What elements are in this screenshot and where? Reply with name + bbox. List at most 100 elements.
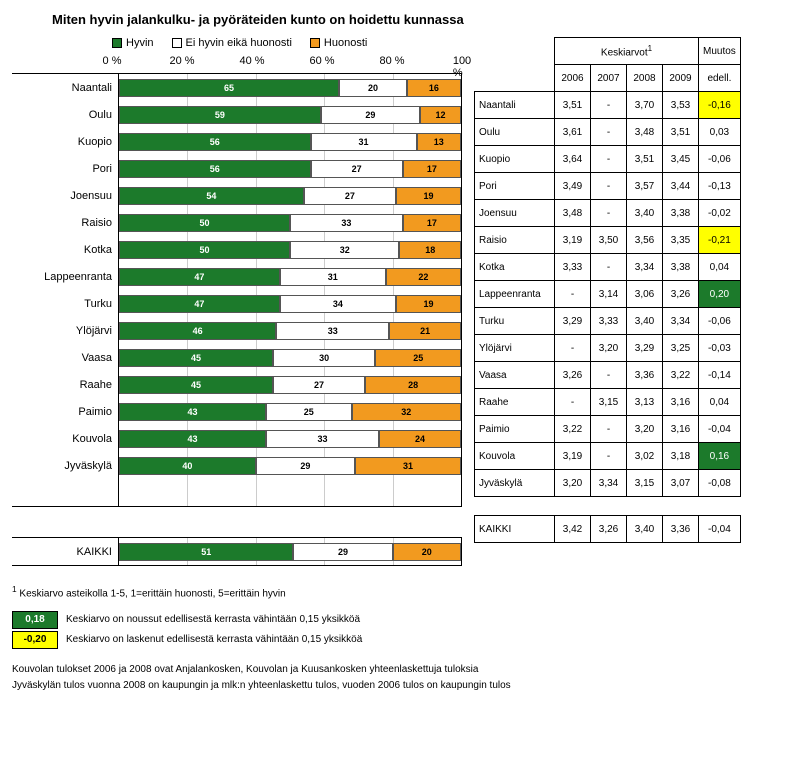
chart-row: Ylöjärvi463321 (12, 317, 462, 344)
axis-ticks: 0 %20 %40 %60 %80 %100 % (112, 55, 462, 73)
axis-tick: 0 % (103, 55, 122, 67)
chart-row (12, 479, 462, 506)
row-label (12, 479, 118, 506)
table-avg-cell: 3,34 (663, 308, 699, 335)
row-bar-cell: 512920 (118, 538, 462, 565)
table-avg-cell: - (591, 146, 627, 173)
bar-segment: 31 (280, 268, 386, 286)
table-avg-cell: 3,40 (627, 516, 663, 543)
table-change-cell: -0,16 (699, 92, 741, 119)
stacked-bar: 512920 (119, 543, 461, 561)
table-avg-cell: - (555, 281, 591, 308)
table-avg-cell: 3,07 (663, 470, 699, 497)
chart-total-row: KAIKKI512920 (12, 537, 462, 566)
table-change-cell: -0,13 (699, 173, 741, 200)
row-bar-cell: 562717 (118, 155, 462, 182)
bar-segment: 29 (256, 457, 355, 475)
table-change-cell: 0,03 (699, 119, 741, 146)
table-change-cell: 0,20 (699, 281, 741, 308)
row-label: Paimio (12, 398, 118, 425)
axis-tick: 60 % (309, 55, 334, 67)
table-row: Paimio3,22-3,203,16-0,04 (475, 416, 741, 443)
row-bar-cell: 563113 (118, 128, 462, 155)
bar-segment: 21 (389, 322, 461, 340)
chart-row: Pori562717 (12, 155, 462, 182)
bar-segment: 54 (119, 187, 304, 205)
chart-row: Raisio503317 (12, 209, 462, 236)
table-avg-cell: - (591, 416, 627, 443)
table-row: Lappeenranta-3,143,063,260,20 (475, 281, 741, 308)
chart-row: Kouvola433324 (12, 425, 462, 452)
legend-item-good: Hyvin (112, 37, 154, 49)
table-avg-cell: 3,34 (627, 254, 663, 281)
row-label: Kuopio (12, 128, 118, 155)
bar-segment: 33 (266, 430, 379, 448)
table-avg-cell: - (555, 389, 591, 416)
bar-segment: 27 (304, 187, 396, 205)
bar-segment: 20 (339, 79, 407, 97)
table-header-averages: Keskiarvot1 (555, 38, 699, 65)
table-change-cell: -0,21 (699, 227, 741, 254)
stacked-bar: 433324 (119, 430, 461, 448)
table-avg-cell: 3,33 (555, 254, 591, 281)
table-cell (475, 38, 555, 65)
table-row: Oulu3,61-3,483,510,03 (475, 119, 741, 146)
table-avg-cell: 3,20 (591, 335, 627, 362)
change-legend-down: -0,20 Keskiarvo on laskenut edellisestä … (12, 631, 786, 649)
table-cell (663, 497, 699, 516)
stacked-bar: 503218 (119, 241, 461, 259)
row-label: Pori (12, 155, 118, 182)
bar-segment: 33 (290, 214, 403, 232)
chart-row: Joensuu542719 (12, 182, 462, 209)
table-avg-cell: 3,15 (627, 470, 663, 497)
bar-segment: 43 (119, 430, 266, 448)
table-avg-cell: 3,19 (555, 443, 591, 470)
bar-segment: 27 (273, 376, 365, 394)
table-change-cell: 0,04 (699, 254, 741, 281)
chart-row: Naantali652016 (12, 74, 462, 101)
table-avg-cell: 3,29 (555, 308, 591, 335)
row-bar-cell: 463321 (118, 317, 462, 344)
stacked-bar: 592912 (119, 106, 461, 124)
table-avg-cell: - (591, 200, 627, 227)
table-change-cell: -0,03 (699, 335, 741, 362)
legend-label: Huonosti (324, 37, 367, 49)
row-label: Turku (12, 290, 118, 317)
row-label: Ylöjärvi (12, 317, 118, 344)
row-bar-cell: 473122 (118, 263, 462, 290)
table-avg-cell: 3,42 (555, 516, 591, 543)
table-row-name: KAIKKI (475, 516, 555, 543)
table-avg-cell: 3,36 (627, 362, 663, 389)
table-avg-cell: 3,16 (663, 416, 699, 443)
table-row: Kotka3,33-3,343,380,04 (475, 254, 741, 281)
bar-segment: 22 (386, 268, 461, 286)
table-avg-cell: 3,53 (663, 92, 699, 119)
chart-legend: Hyvin Ei hyvin eikä huonosti Huonosti (112, 37, 462, 49)
table-row: Pori3,49-3,573,44-0,13 (475, 173, 741, 200)
table-row-name: Lappeenranta (475, 281, 555, 308)
bar-segment: 18 (399, 241, 461, 259)
bar-segment: 19 (396, 187, 461, 205)
table-row-name: Turku (475, 308, 555, 335)
bar-segment: 20 (393, 543, 461, 561)
row-bar-cell: 452728 (118, 371, 462, 398)
bar-segment: 17 (403, 160, 461, 178)
table-cell (475, 65, 555, 92)
table-change-cell: -0,06 (699, 146, 741, 173)
table-row: Turku3,293,333,403,34-0,06 (475, 308, 741, 335)
averages-table: Keskiarvot1Muutos2006200720082009edell.N… (474, 37, 741, 543)
table-avg-cell: - (555, 335, 591, 362)
table-avg-cell: 3,26 (591, 516, 627, 543)
axis-tick: 40 % (239, 55, 264, 67)
table-avg-cell: 3,50 (591, 227, 627, 254)
axis-tick: 80 % (379, 55, 404, 67)
table-avg-cell: 3,26 (555, 362, 591, 389)
table-change-cell: -0,02 (699, 200, 741, 227)
bar-segment: 29 (293, 543, 392, 561)
table-change-cell: -0,04 (699, 416, 741, 443)
table-avg-cell: 3,51 (663, 119, 699, 146)
bar-segment: 31 (355, 457, 461, 475)
row-label: Jyväskylä (12, 452, 118, 479)
row-bar-cell: 402931 (118, 452, 462, 479)
table-row: Vaasa3,26-3,363,22-0,14 (475, 362, 741, 389)
